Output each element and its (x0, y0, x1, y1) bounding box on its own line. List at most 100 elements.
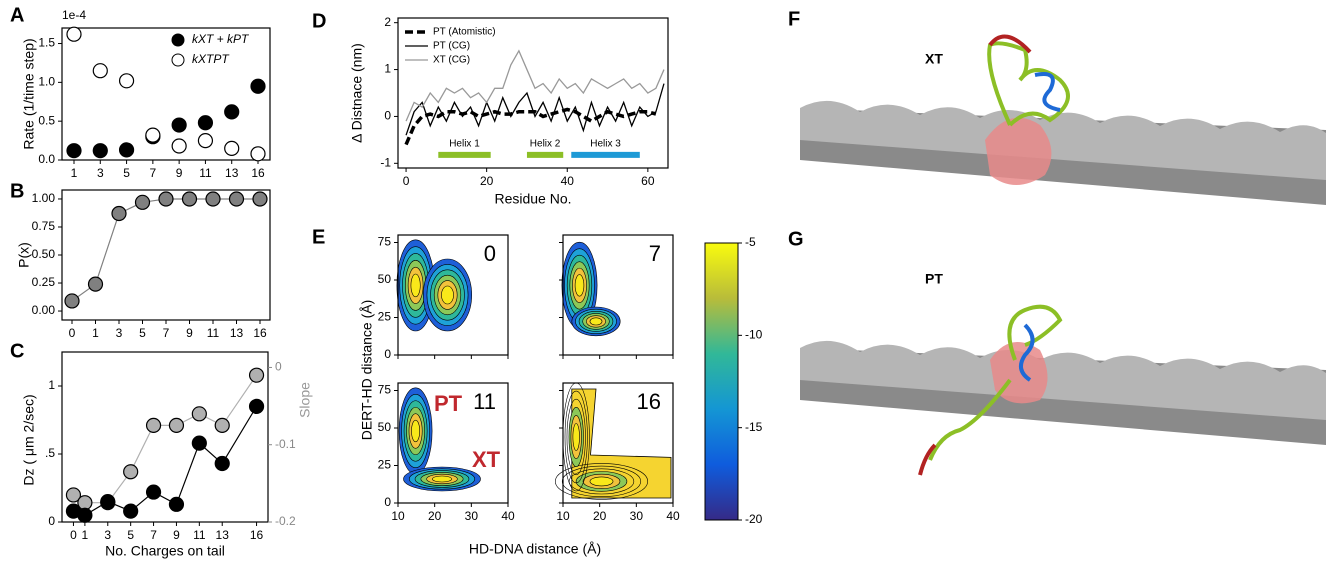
legend-label: PT (CG) (433, 41, 470, 52)
x-tick-label: 11 (193, 528, 206, 542)
x-tick-label: 1 (82, 528, 89, 542)
helix-bar (438, 151, 491, 158)
axes-frame (562, 382, 674, 504)
helix-bar (571, 151, 640, 158)
y-tick-label: -15 (745, 420, 763, 434)
y-tick-label: -1 (380, 155, 391, 169)
point (197, 115, 214, 131)
panel-label: G (788, 228, 804, 250)
point (118, 142, 135, 158)
x-tick-label: 16 (251, 166, 265, 180)
density (571, 388, 672, 499)
point (168, 496, 185, 512)
y-tick-label: 0 (384, 109, 391, 123)
point (111, 205, 127, 222)
density (589, 317, 603, 326)
point (66, 143, 82, 159)
helix-f (1034, 72, 1061, 112)
offset-label: 1e-4 (62, 8, 86, 22)
y-tick-label: -5 (745, 235, 756, 249)
point (77, 507, 93, 523)
series-line (404, 107, 657, 146)
density (554, 463, 648, 500)
annotation: PT (434, 391, 463, 416)
point (87, 276, 104, 292)
y-tick-label: 50 (378, 272, 392, 286)
y-axis-label: Dz ( μm 2/sec) (21, 394, 37, 485)
y-tick-label: 2 (384, 15, 391, 29)
x-tick-label: 0 (70, 528, 77, 542)
helix-label: Helix 3 (590, 139, 621, 150)
panel-label: D (312, 10, 326, 32)
image-label: PT (925, 271, 943, 287)
y-tick-label: 75 (378, 383, 392, 397)
point (205, 191, 221, 207)
density (410, 273, 421, 298)
x-tick-label: 11 (199, 166, 212, 180)
panel-label: F (788, 8, 800, 30)
x-tick-label: 7 (150, 528, 157, 542)
helix-label: Helix 2 (530, 139, 561, 150)
x-tick-label: 0 (69, 326, 76, 340)
x-tick-label: 9 (176, 166, 183, 180)
point (171, 117, 187, 133)
x-tick-label: 7 (163, 326, 170, 340)
y-axis-label: Slope (297, 382, 313, 418)
density (441, 285, 454, 305)
tail-g (918, 443, 937, 476)
point (252, 191, 268, 207)
point (66, 26, 82, 42)
legend-label: XT (CG) (433, 55, 470, 66)
x-tick-label: 3 (97, 166, 104, 180)
y-tick-label: 0.00 (32, 303, 56, 317)
axes-frame (562, 234, 674, 356)
subplot-label: 7 (649, 241, 661, 266)
x-tick-label: 1 (92, 326, 99, 340)
x-tick-label: 20 (593, 509, 607, 523)
density (572, 423, 580, 451)
x-tick-label: 40 (666, 509, 680, 523)
point (145, 417, 162, 434)
point (118, 73, 135, 89)
point (214, 455, 230, 472)
point (171, 138, 187, 154)
y-tick-label: -20 (745, 512, 763, 526)
point (250, 146, 266, 162)
x-axis-label: No. Charges on tail (105, 543, 225, 559)
x-tick-label: 1 (71, 166, 78, 180)
y-tick-label: -0.2 (275, 514, 296, 528)
y-tick-label: 0.25 (32, 275, 56, 289)
x-tick-label: 9 (186, 326, 193, 340)
legend-marker (171, 53, 185, 67)
density (411, 419, 421, 443)
y-axis-label: Rate (1/time step) (21, 38, 37, 149)
density (432, 475, 452, 483)
axes-frame (61, 351, 269, 523)
panel-label: C (10, 340, 24, 362)
legend-label: PT (Atomistic) (433, 27, 496, 38)
x-tick-label: 5 (139, 326, 146, 340)
x-tick-label: 10 (391, 509, 405, 523)
x-tick-label: 0 (403, 174, 410, 188)
point (197, 132, 214, 149)
point (123, 503, 139, 519)
legend-label: kXTPT (192, 52, 230, 66)
point (65, 487, 82, 503)
dna-g-top (800, 340, 1326, 420)
legend-label: kXT + kPT (192, 32, 250, 46)
y-axis-label: Δ Distnace (nm) (349, 43, 365, 143)
annotation: XT (472, 447, 501, 472)
y-tick-label: 1 (384, 62, 391, 76)
x-tick-label: 11 (207, 326, 220, 340)
dna-images (800, 34, 1326, 476)
point (181, 191, 198, 207)
point (145, 127, 161, 143)
y-tick-label: -10 (745, 328, 763, 342)
y-tick-label: 0 (275, 360, 282, 374)
y-tick-label: 75 (378, 235, 392, 249)
protein-f (987, 41, 1070, 127)
point (214, 417, 230, 434)
density (574, 274, 585, 297)
x-tick-label: 9 (173, 528, 180, 542)
